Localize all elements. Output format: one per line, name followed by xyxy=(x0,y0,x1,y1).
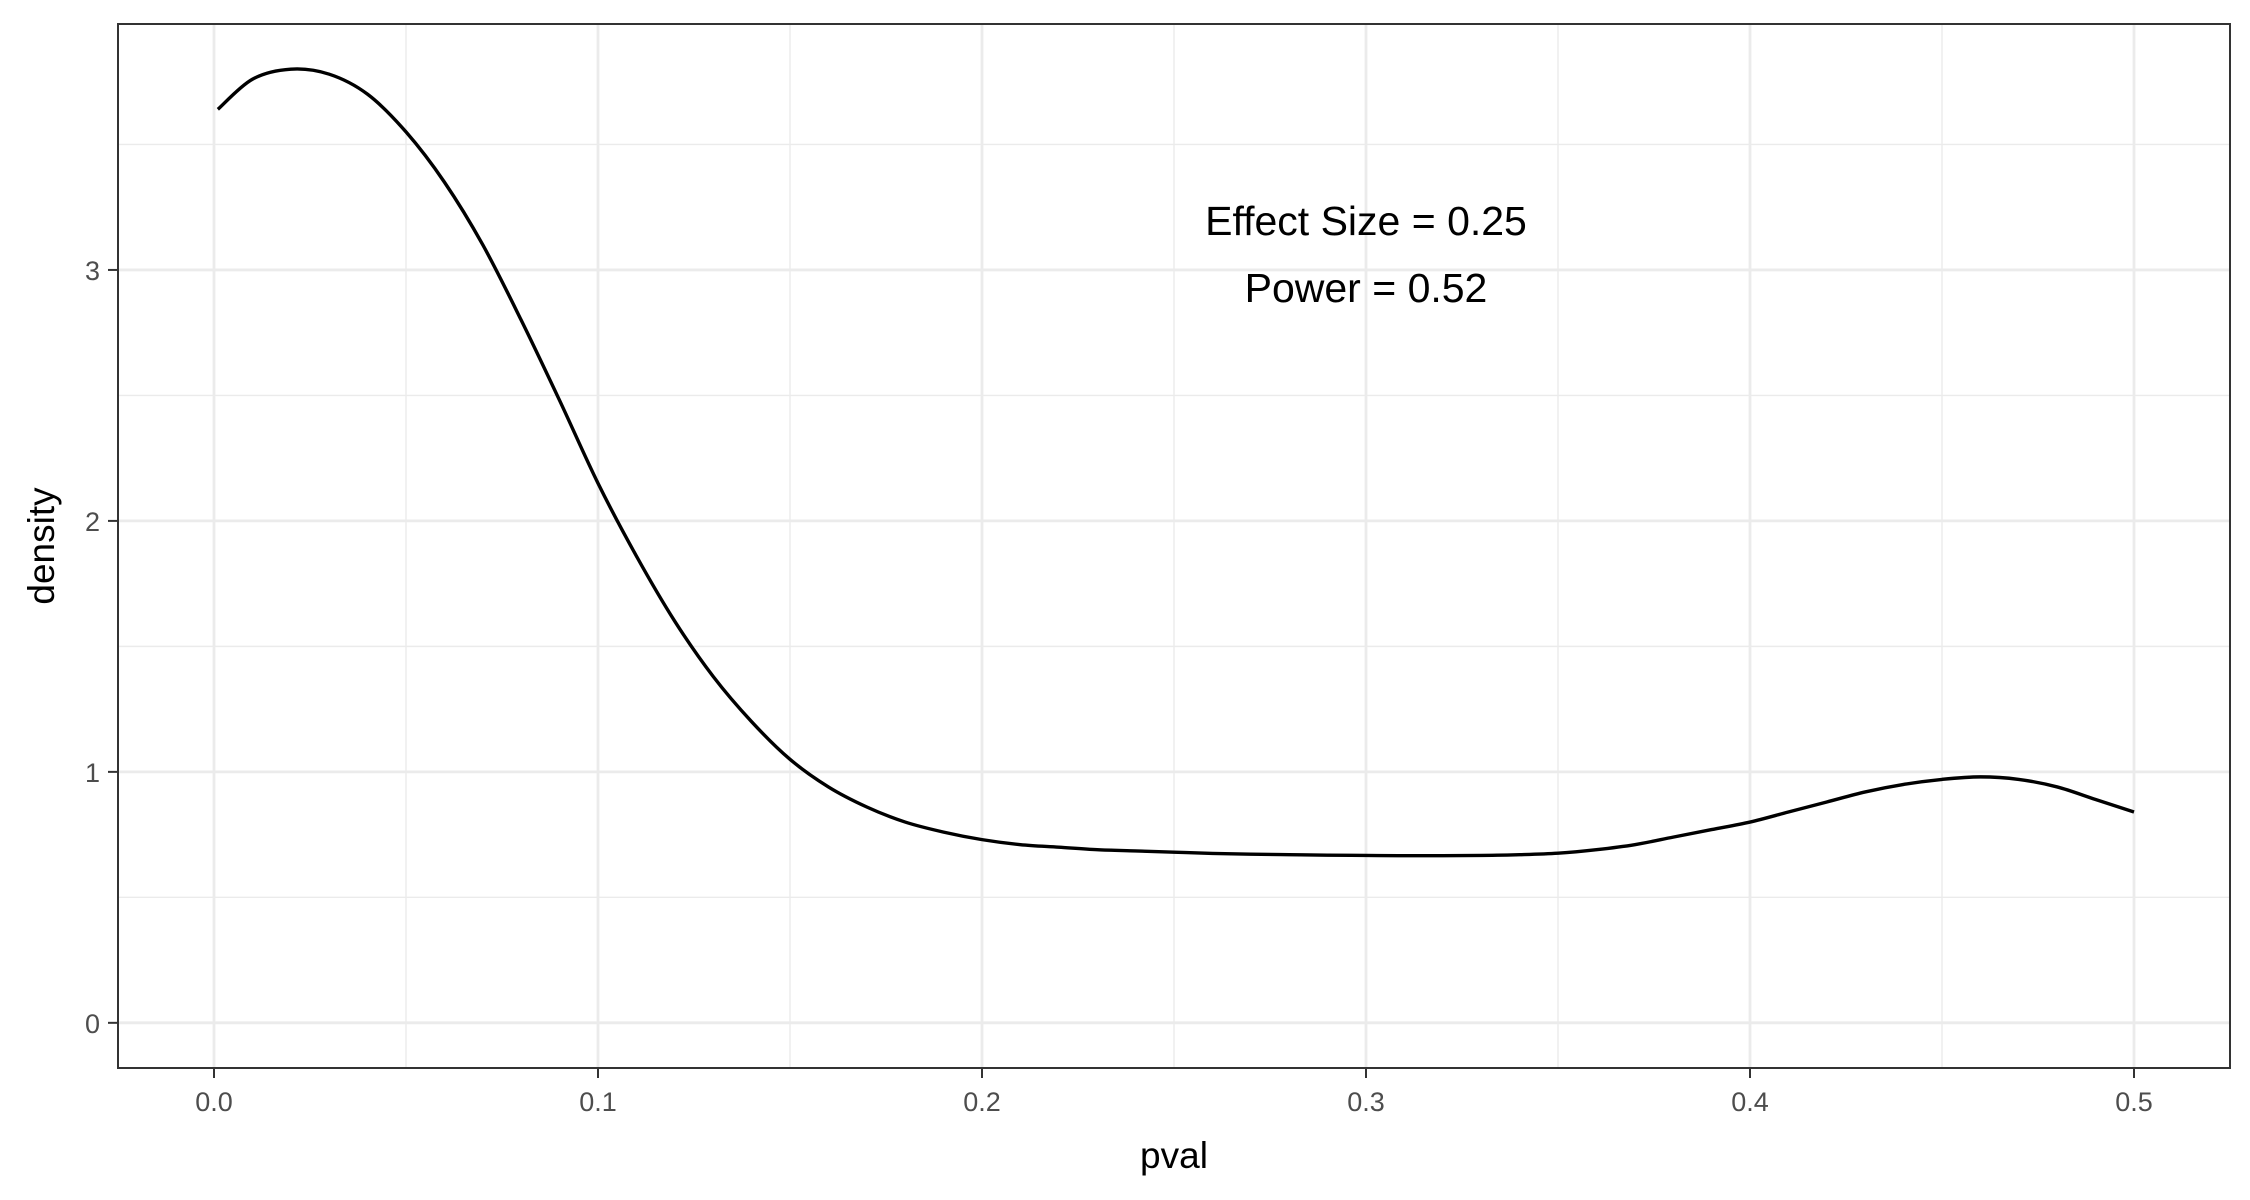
x-tick-label: 0.2 xyxy=(963,1087,1001,1117)
minor-gridlines xyxy=(118,24,2230,1068)
panel-border xyxy=(117,23,2231,1069)
y-tick-label: 0 xyxy=(85,1009,100,1039)
x-tick-label: 0.4 xyxy=(1731,1087,1769,1117)
y-tick-label: 2 xyxy=(85,507,100,537)
y-axis-ticks: 0 1 2 3 xyxy=(85,256,118,1039)
x-tick-label: 0.1 xyxy=(579,1087,617,1117)
annotation-power: Power = 0.52 xyxy=(1245,265,1488,311)
annotation: Effect Size = 0.25 Power = 0.52 xyxy=(1205,198,1527,311)
x-axis-title: pval xyxy=(1140,1135,1208,1176)
y-axis-title: density xyxy=(21,487,62,605)
annotation-effect-size: Effect Size = 0.25 xyxy=(1205,198,1527,244)
x-tick-label: 0.0 xyxy=(195,1087,233,1117)
y-tick-label: 1 xyxy=(85,758,100,788)
major-gridlines xyxy=(118,24,2230,1068)
y-tick-label: 3 xyxy=(85,256,100,286)
x-axis-ticks: 0.0 0.1 0.2 0.3 0.4 0.5 xyxy=(195,1068,2153,1117)
x-tick-label: 0.5 xyxy=(2115,1087,2153,1117)
density-line xyxy=(216,67,2135,858)
x-tick-label: 0.3 xyxy=(1347,1087,1385,1117)
